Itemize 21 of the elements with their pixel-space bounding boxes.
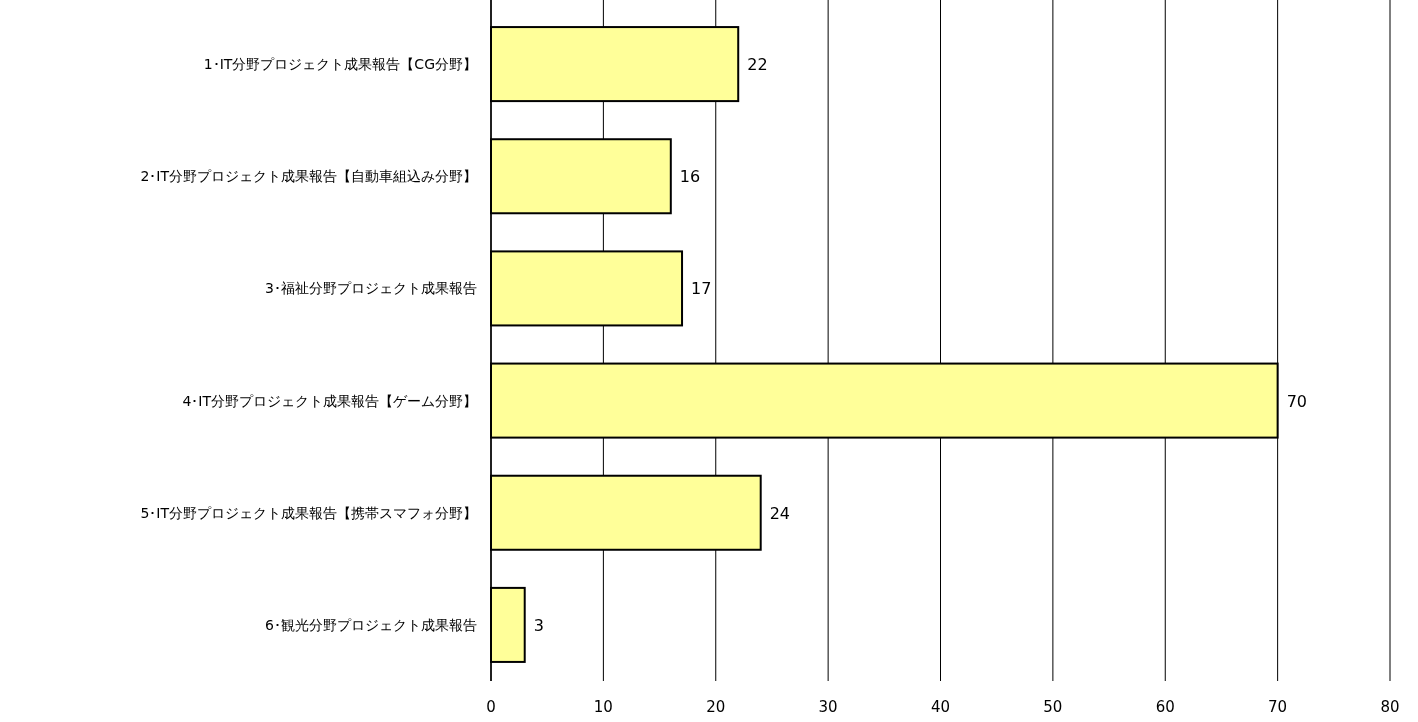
x-tick-label: 0 [486, 698, 496, 716]
x-tick-label: 30 [818, 698, 838, 716]
x-tick-label: 50 [1043, 698, 1063, 716]
data-label: 17 [691, 279, 712, 299]
y-tick-label: 3･福祉分野プロジェクト成果報告 [265, 280, 477, 297]
data-label: 22 [747, 55, 768, 75]
data-label: 24 [769, 503, 791, 523]
y-tick-label: 5･IT分野プロジェクト成果報告【携帯スマフォ分野】 [140, 504, 477, 521]
data-label: 16 [679, 167, 701, 187]
x-tick-label: 80 [1380, 698, 1400, 716]
x-tick-label: 20 [706, 698, 726, 716]
y-tick-label: 1･IT分野プロジェクト成果報告【CG分野】 [203, 56, 477, 73]
x-tick-label: 10 [593, 698, 613, 716]
y-tick-label: 4･IT分野プロジェクト成果報告【ゲーム分野】 [182, 392, 477, 409]
y-tick-label: 2･IT分野プロジェクト成果報告【自動車組込み分野】 [140, 168, 477, 185]
x-tick-label: 40 [930, 698, 951, 716]
data-label: 70 [1286, 391, 1307, 411]
x-tick-label: 60 [1155, 698, 1175, 716]
y-tick-label: 6･観光分野プロジェクト成果報告 [265, 616, 477, 633]
x-tick-label: 70 [1268, 698, 1288, 716]
data-label: 3 [533, 615, 544, 635]
